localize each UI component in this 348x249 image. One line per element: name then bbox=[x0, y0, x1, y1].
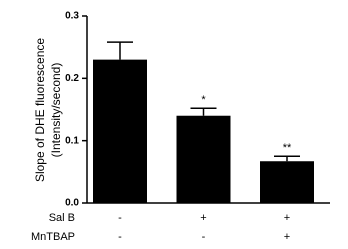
bar bbox=[93, 59, 147, 204]
y-tick-label: 0.1 bbox=[65, 135, 79, 146]
y-tick-label: 0.3 bbox=[65, 11, 79, 22]
y-tick-label: 0.0 bbox=[65, 198, 79, 209]
treatment-sign: - bbox=[202, 231, 206, 243]
treatment-sign: + bbox=[284, 231, 290, 243]
significance-label: ** bbox=[283, 142, 292, 154]
bar bbox=[176, 115, 231, 203]
y-axis-label: (Intensity/second) bbox=[49, 63, 63, 158]
treatment-name: Sal B bbox=[49, 212, 75, 224]
treatment-sign: - bbox=[118, 231, 122, 243]
treatment-sign: - bbox=[118, 212, 122, 224]
y-axis-label: Slope of DHE fluorescence bbox=[33, 38, 47, 182]
treatment-sign: + bbox=[200, 212, 206, 224]
treatment-name: MnTBAP bbox=[31, 231, 75, 243]
treatment-sign: + bbox=[284, 212, 290, 224]
y-tick-label: 0.2 bbox=[65, 73, 79, 84]
significance-label: * bbox=[201, 94, 206, 106]
bar bbox=[260, 161, 314, 203]
